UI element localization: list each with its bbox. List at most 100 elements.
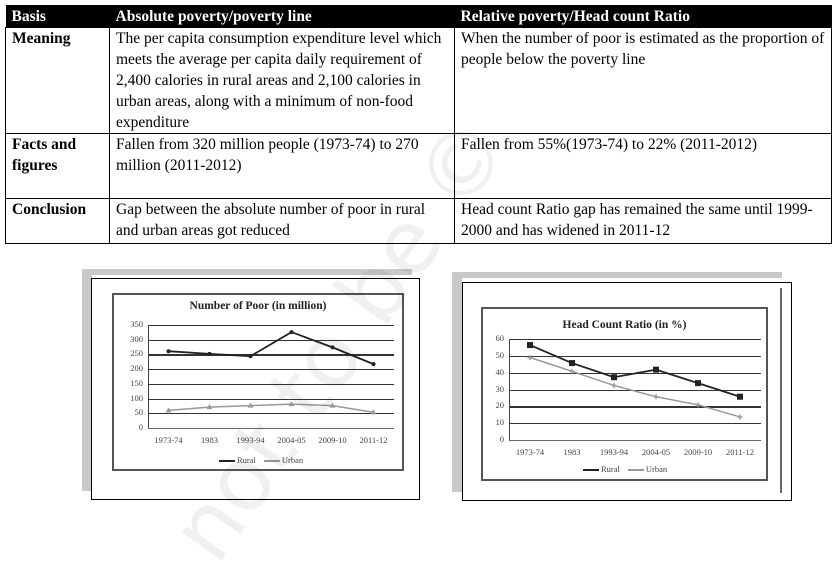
gridline [148, 354, 394, 356]
header-absolute-poverty: Absolute poverty/poverty line [109, 5, 455, 28]
legend-label: Rural [601, 464, 620, 474]
data-point [695, 380, 701, 387]
chart2-frame-shadow [452, 272, 782, 278]
gridline [148, 325, 394, 327]
chart-title: Number of Poor (in million) [189, 300, 327, 312]
header-basis: Basis [5, 5, 110, 28]
relative-cell: Fallen from 55%(1973-74) to 22% (2011-20… [454, 133, 832, 199]
row-label: Meaning [5, 27, 110, 134]
number-of-poor-chart: Number of Poor (in million) 0 50 100 150 200… [112, 293, 404, 471]
chart-title: Head Count Ratio (in %) [562, 319, 687, 331]
y-tick-label: 100 [130, 392, 143, 403]
x-tick-label: 2011-12 [359, 435, 388, 445]
gridline [148, 428, 394, 429]
table-row-conclusion: Conclusion Gap between the absolute numb… [5, 198, 832, 244]
legend-label: Urban [281, 455, 304, 465]
y-tick-label: 50 [495, 349, 505, 360]
x-tick-label: 2009-10 [683, 447, 713, 457]
legend-item-urban: Urban [263, 455, 304, 465]
x-tick-label: 1993-94 [599, 447, 629, 457]
gridline [509, 389, 761, 391]
y-tick-label: 50 [134, 407, 144, 418]
data-point [527, 342, 533, 349]
y-tick-label: 350 [130, 319, 143, 329]
y-tick-label: 0 [499, 434, 504, 444]
data-point [329, 402, 336, 408]
legend-item-urban: Urban [627, 464, 668, 474]
gridline [509, 355, 761, 358]
legend-item-rural: Rural [583, 464, 620, 474]
row-label: Facts and figures [5, 133, 110, 199]
data-point [695, 402, 701, 408]
x-tick-label: 1993-94 [236, 435, 265, 445]
x-tick-label: 1983 [201, 435, 218, 445]
data-point [207, 351, 212, 356]
x-tick-label: 2004-05 [277, 435, 306, 445]
gridline [148, 398, 394, 400]
y-tick-label: 150 [130, 377, 143, 388]
absolute-cell: Fallen from 320 million people (1973-74)… [109, 133, 455, 199]
data-point [737, 414, 743, 420]
data-point [371, 362, 376, 367]
legend-swatch-icon [263, 460, 280, 463]
table-row-meaning: Meaning The per capita consumption expen… [5, 27, 832, 134]
data-point [611, 374, 617, 381]
gridline [148, 339, 394, 341]
data-point [653, 366, 659, 373]
gridline [509, 423, 761, 425]
gridline [148, 383, 394, 386]
y-axis [509, 339, 510, 440]
legend-swatch-icon [219, 460, 235, 463]
data-point [248, 354, 253, 359]
data-point [166, 349, 171, 354]
x-tick-label: 2011-12 [725, 447, 754, 457]
data-point [737, 393, 743, 400]
gridline [509, 339, 761, 341]
gridline [509, 406, 761, 408]
y-tick-label: 10 [495, 417, 505, 428]
x-tick-label: 1983 [563, 447, 581, 457]
data-point [288, 401, 295, 407]
absolute-cell: Gap between the absolute number of poor … [109, 198, 455, 244]
y-tick-label: 250 [130, 348, 143, 359]
chart-lines [527, 342, 743, 420]
chart-legend: Rural Urban [219, 455, 311, 465]
relative-cell: When the number of poor is estimated as … [454, 27, 832, 134]
gridline [509, 440, 761, 441]
y-tick-label: 30 [495, 383, 505, 394]
chart1-frame-shadow-left [82, 269, 92, 491]
y-tick-label: 20 [495, 400, 505, 411]
x-tick-label: 1973-74 [515, 447, 545, 457]
head-count-ratio-chart: Head Count Ratio (in %) 0 10 20 30 40 50 60 197… [481, 307, 768, 481]
y-tick-label: 0 [138, 422, 143, 432]
data-point [611, 382, 617, 388]
table-row-facts: Facts and figures Fallen from 320 millio… [5, 133, 832, 199]
legend-swatch-icon [627, 469, 644, 472]
poverty-comparison-table: Basis Absolute poverty/poverty line Rela… [5, 5, 832, 244]
header-relative-poverty: Relative poverty/Head count Ratio [454, 5, 832, 28]
data-point [289, 330, 294, 335]
chart-lines [165, 330, 377, 415]
data-point [247, 402, 254, 408]
data-point [569, 360, 575, 367]
data-point [653, 394, 659, 400]
absolute-cell: The per capita consumption expenditure l… [109, 27, 455, 134]
data-point [206, 404, 213, 410]
data-point [527, 355, 533, 361]
relative-cell: Head count Ratio gap has remained the sa… [454, 198, 832, 244]
legend-label: Rural [237, 455, 256, 465]
x-tick-label: 2004-05 [641, 447, 671, 457]
y-tick-label: 60 [495, 333, 505, 343]
data-point [330, 345, 335, 350]
chart1-frame-shadow [82, 269, 412, 275]
x-tick-label: 2009-10 [318, 435, 347, 445]
chart2-frame-shadow-left [452, 272, 462, 492]
gridline [148, 369, 394, 371]
legend-label: Urban [645, 464, 668, 474]
y-axis [148, 325, 149, 428]
y-tick-label: 40 [495, 366, 505, 377]
x-tick-label: 1973-74 [154, 435, 183, 445]
legend-item-rural: Rural [219, 455, 256, 465]
chart2-right-rule [780, 288, 782, 493]
y-tick-label: 300 [130, 333, 143, 344]
